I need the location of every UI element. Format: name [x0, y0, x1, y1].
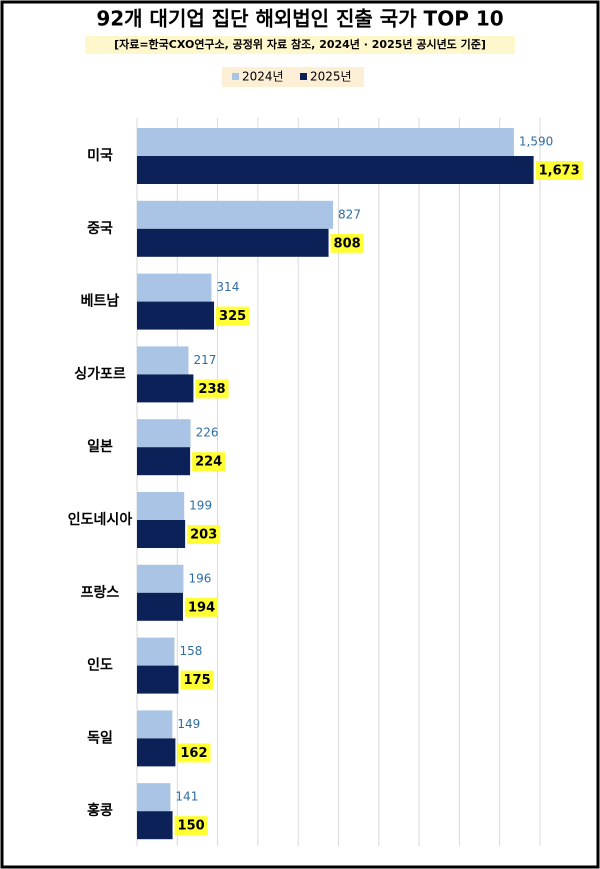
value-label-bg [330, 233, 364, 253]
value-label: 1,673 [539, 164, 580, 179]
value-label: 162 [180, 746, 207, 761]
value-label: 196 [188, 571, 211, 585]
legend: 2024년 2025년 [232, 70, 352, 84]
legend-swatch [232, 73, 239, 80]
y-tick-label: 인도 [87, 657, 113, 674]
legend-swatch [300, 73, 307, 80]
legend-label: 2024년 [242, 70, 284, 84]
bar [137, 419, 191, 448]
value-label: 199 [189, 499, 212, 513]
value-label-bg [174, 816, 208, 836]
value-label-bg [195, 379, 229, 399]
bar [137, 200, 334, 229]
bar [137, 564, 184, 593]
bar [137, 520, 186, 548]
bar [137, 346, 189, 375]
bar [137, 738, 176, 767]
bar [137, 301, 215, 330]
y-tick-label: 중국 [87, 221, 113, 237]
bar [137, 710, 173, 739]
value-label-bg [187, 525, 221, 544]
value-label-bg [192, 452, 226, 472]
value-label: 325 [219, 309, 246, 324]
bar [137, 374, 194, 403]
y-tick-label: 프랑스 [81, 585, 120, 601]
legend-label: 2025년 [310, 70, 352, 84]
bar [137, 637, 175, 666]
y-tick-label: 미국 [87, 148, 113, 164]
value-label: 175 [183, 673, 210, 688]
value-label-bg [180, 670, 214, 690]
bar [137, 783, 171, 812]
value-label: 314 [216, 280, 239, 294]
subtitle-bg [85, 36, 515, 54]
bar [137, 811, 173, 840]
y-tick-label: 독일 [87, 730, 113, 746]
chart-title: 92개 대기업 집단 해외법인 진출 국가 TOP 10 [96, 7, 503, 31]
bar [137, 665, 179, 694]
value-label-bg [184, 597, 219, 617]
bar [137, 273, 212, 302]
bar [137, 592, 183, 621]
value-label: 827 [338, 207, 361, 221]
y-tick-label: 홍콩 [87, 802, 113, 819]
value-label: 226 [196, 426, 219, 440]
y-tick-label: 베트남 [81, 293, 120, 310]
value-label: 224 [195, 455, 222, 470]
bar [137, 492, 185, 520]
y-tick-label: 인도네시아 [68, 511, 133, 528]
value-label: 150 [178, 819, 205, 834]
value-label: 158 [179, 644, 202, 658]
value-label: 194 [188, 600, 215, 615]
y-tick-label: 싱가포르 [74, 366, 126, 382]
value-label-bg [535, 161, 583, 180]
bar [137, 447, 191, 476]
value-label: 1,590 [519, 135, 553, 149]
legend-bg [222, 67, 364, 87]
value-label: 808 [334, 236, 361, 251]
value-label: 217 [193, 353, 216, 367]
bar [137, 128, 514, 156]
value-label-bg [177, 743, 211, 763]
value-label-bg [216, 306, 250, 326]
bar [137, 156, 534, 184]
subtitle: [자료=한국CXO연구소, 공정위 자료 참조, 2024년 · 2025년 공… [114, 37, 486, 51]
bar [137, 228, 329, 257]
value-label: 203 [190, 528, 217, 543]
y-tick-label: 일본 [87, 439, 113, 455]
value-label: 141 [175, 790, 198, 804]
value-label: 149 [177, 717, 200, 731]
value-label: 238 [198, 382, 225, 397]
